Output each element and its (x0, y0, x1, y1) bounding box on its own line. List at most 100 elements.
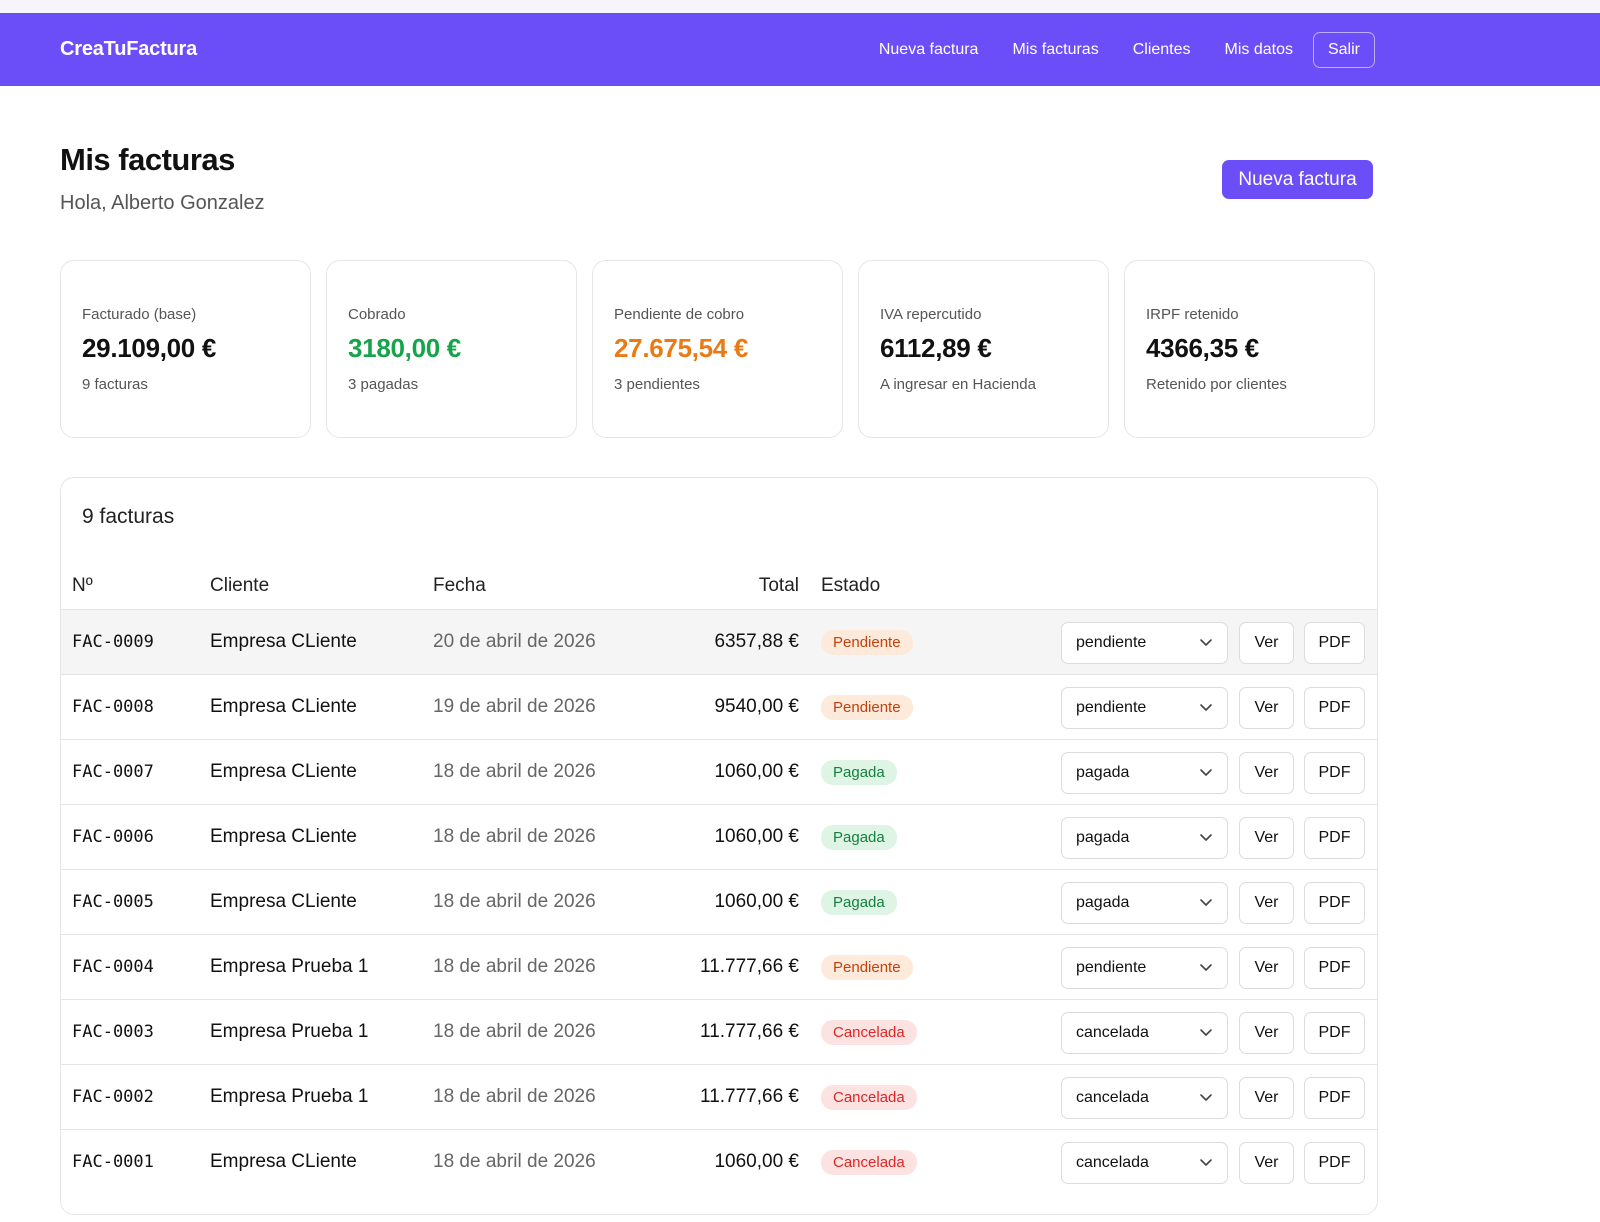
col-total: Total (758, 575, 799, 596)
invoice-date: 19 de abril de 2026 (433, 696, 596, 717)
status-select[interactable]: cancelada (1061, 1077, 1228, 1119)
table-row: FAC-0004 Empresa Prueba 1 18 de abril de 2… (61, 935, 1377, 1000)
view-button[interactable]: Ver (1239, 622, 1294, 664)
top-strip (0, 0, 1600, 13)
nav-mis-datos[interactable]: Mis datos (1224, 40, 1293, 58)
new-invoice-button[interactable]: Nueva factura (1222, 160, 1373, 199)
invoice-number: FAC-0009 (72, 632, 154, 652)
status-badge-cell: Pagada (821, 740, 897, 804)
status-badge-cell: Pendiente (821, 675, 913, 739)
status-badge: Pendiente (821, 694, 913, 720)
pdf-button[interactable]: PDF (1304, 622, 1365, 664)
table-row: FAC-0002 Empresa Prueba 1 18 de abril de 2… (61, 1065, 1377, 1130)
view-button[interactable]: Ver (1239, 687, 1294, 729)
invoice-date: 18 de abril de 2026 (433, 1086, 596, 1107)
status-badge-cell: Cancelada (821, 1000, 917, 1064)
invoice-client: Empresa CLiente (210, 631, 357, 652)
invoice-total: 11.777,66 € (700, 1086, 799, 1107)
pdf-button[interactable]: PDF (1304, 1142, 1365, 1184)
stat-value: 4366,35 € (1146, 333, 1259, 363)
view-button[interactable]: Ver (1239, 817, 1294, 859)
view-button[interactable]: Ver (1239, 947, 1294, 989)
invoice-date: 18 de abril de 2026 (433, 1021, 596, 1042)
view-button[interactable]: Ver (1239, 1142, 1294, 1184)
status-select[interactable]: cancelada (1061, 1012, 1228, 1054)
nav-clientes[interactable]: Clientes (1132, 40, 1191, 58)
status-select[interactable]: pendiente (1061, 622, 1228, 664)
table-row: FAC-0006 Empresa CLiente 18 de abril de 20… (61, 805, 1377, 870)
status-select[interactable]: pendiente (1061, 947, 1228, 989)
stats-row: Facturado (base) 29.109,00 € 9 facturas … (60, 260, 1390, 438)
status-select-value: cancelada (1076, 1024, 1149, 1041)
pdf-button[interactable]: PDF (1304, 882, 1365, 924)
status-select-value: cancelada (1076, 1154, 1149, 1171)
status-select[interactable]: cancelada (1061, 1142, 1228, 1184)
page-title: Mis facturas (60, 142, 235, 177)
nav-mis-facturas[interactable]: Mis facturas (1012, 40, 1099, 58)
pdf-button[interactable]: PDF (1304, 687, 1365, 729)
chevron-down-icon (1200, 1159, 1212, 1166)
invoice-total: 9540,00 € (714, 696, 799, 717)
invoice-number: FAC-0006 (72, 827, 154, 847)
status-select-value: cancelada (1076, 1089, 1149, 1106)
table-row: FAC-0009 Empresa CLiente 20 de abril de 20… (61, 610, 1377, 675)
view-button[interactable]: Ver (1239, 752, 1294, 794)
invoice-date: 18 de abril de 2026 (433, 761, 596, 782)
status-select[interactable]: pagada (1061, 817, 1228, 859)
invoice-client: Empresa Prueba 1 (210, 1021, 369, 1042)
invoice-total: 11.777,66 € (700, 956, 799, 977)
status-badge-cell: Pendiente (821, 610, 913, 674)
stat-label: IVA repercutido (880, 306, 982, 323)
chevron-down-icon (1200, 704, 1212, 711)
status-select[interactable]: pendiente (1061, 687, 1228, 729)
pdf-button[interactable]: PDF (1304, 947, 1365, 989)
view-button[interactable]: Ver (1239, 1077, 1294, 1119)
status-select[interactable]: pagada (1061, 752, 1228, 794)
invoice-number: FAC-0008 (72, 697, 154, 717)
table-row: FAC-0007 Empresa CLiente 18 de abril de 20… (61, 740, 1377, 805)
table-row: FAC-0008 Empresa CLiente 19 de abril de 20… (61, 675, 1377, 740)
table-row: FAC-0001 Empresa CLiente 18 de abril de 20… (61, 1130, 1377, 1195)
nav-nueva-factura[interactable]: Nueva factura (878, 40, 979, 58)
status-badge: Cancelada (821, 1149, 917, 1175)
view-button[interactable]: Ver (1239, 882, 1294, 924)
brand-logo[interactable]: CreaTuFactura (60, 38, 198, 60)
nav-links: Nueva factura Mis facturas Clientes Mis … (845, 31, 1375, 68)
view-button[interactable]: Ver (1239, 1012, 1294, 1054)
col-date: Fecha (433, 575, 486, 596)
chevron-down-icon (1200, 769, 1212, 776)
status-select[interactable]: pagada (1061, 882, 1228, 924)
status-select-value: pendiente (1076, 959, 1147, 976)
status-badge-cell: Pendiente (821, 935, 913, 999)
stat-label: Facturado (base) (82, 306, 197, 323)
table-row: FAC-0003 Empresa Prueba 1 18 de abril de 2… (61, 1000, 1377, 1065)
invoice-number: FAC-0007 (72, 762, 154, 782)
stat-card-cobrado: Cobrado 3180,00 € 3 pagadas (326, 260, 577, 438)
invoice-client: Empresa CLiente (210, 696, 357, 717)
invoice-number: FAC-0002 (72, 1087, 154, 1107)
invoice-number: FAC-0003 (72, 1022, 154, 1042)
invoice-date: 18 de abril de 2026 (433, 826, 596, 847)
stat-sub: Retenido por clientes (1146, 376, 1287, 393)
pdf-button[interactable]: PDF (1304, 1012, 1365, 1054)
stat-label: Pendiente de cobro (614, 306, 745, 323)
col-status: Estado (821, 575, 881, 596)
table-row: FAC-0005 Empresa CLiente 18 de abril de 20… (61, 870, 1377, 935)
invoice-date: 18 de abril de 2026 (433, 891, 596, 912)
status-badge: Pagada (821, 824, 897, 850)
status-badge-cell: Cancelada (821, 1130, 917, 1194)
logout-button[interactable]: Salir (1312, 31, 1375, 68)
table-title: 9 facturas (82, 505, 175, 528)
pdf-button[interactable]: PDF (1304, 752, 1365, 794)
pdf-button[interactable]: PDF (1304, 1077, 1365, 1119)
status-badge-cell: Cancelada (821, 1065, 917, 1129)
col-num: Nº (72, 575, 93, 596)
stat-label: IRPF retenido (1146, 306, 1239, 323)
invoice-total: 1060,00 € (714, 891, 799, 912)
pdf-button[interactable]: PDF (1304, 817, 1365, 859)
invoice-number: FAC-0001 (72, 1152, 154, 1172)
status-badge: Pendiente (821, 954, 913, 980)
status-badge: Pagada (821, 759, 897, 785)
status-badge-cell: Pagada (821, 870, 897, 934)
status-badge-cell: Pagada (821, 805, 897, 869)
